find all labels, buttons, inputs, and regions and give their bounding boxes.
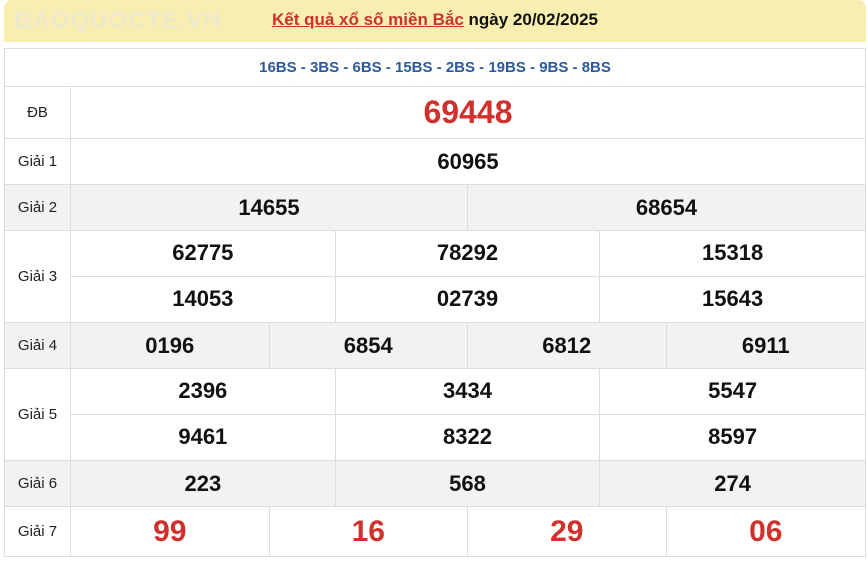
- prize-number: 568: [336, 461, 601, 506]
- prize-label: Giải 1: [5, 139, 71, 184]
- prize-number: 8322: [336, 414, 601, 460]
- prize-number: 68654: [635, 194, 698, 220]
- prize-number: 14053: [71, 276, 336, 322]
- prize-label: Giải 6: [5, 461, 71, 506]
- prize-row: Giải 7 99 16 29 06: [4, 507, 866, 557]
- prize-number: 14655: [71, 185, 468, 230]
- prize-row: Giải 1 60965: [4, 139, 866, 185]
- prize-row: Giải 2 14655 68654: [4, 185, 866, 231]
- prize-number: 15318: [600, 231, 865, 277]
- prize-number: 16: [270, 507, 468, 556]
- results-title: Kết quả xổ số miền Bắc ngày 20/02/2025: [4, 0, 866, 42]
- prize-label: Giải 7: [5, 507, 71, 556]
- prize-number: 29: [468, 507, 667, 556]
- results-link[interactable]: Kết quả xổ số miền Bắc: [272, 10, 464, 29]
- prize-number: 6812: [468, 323, 667, 368]
- prize-number: 8597: [708, 424, 758, 450]
- prize-number: 3434: [335, 369, 601, 415]
- prize-number: 2396: [71, 369, 336, 415]
- special-codes: 16BS - 3BS - 6BS - 15BS - 2BS - 19BS - 9…: [4, 48, 866, 87]
- prize-row: ĐB 69448: [4, 86, 866, 139]
- watermark: BAOQUOCTE.VN: [14, 7, 223, 34]
- prize-row: Giải 3 62775 78292 15318 14053 02739 15643: [4, 231, 866, 323]
- results-date: ngày 20/02/2025: [463, 10, 599, 29]
- prize-number: 15643: [702, 286, 764, 312]
- prize-label: Giải 5: [5, 369, 71, 460]
- prize-number: 6854: [270, 323, 468, 368]
- prize-label: ĐB: [5, 86, 71, 138]
- prize-number: 5547: [600, 369, 865, 415]
- prize-number: 62775: [71, 231, 336, 277]
- prize-number: 9461: [71, 414, 336, 460]
- prize-number: 99: [71, 507, 270, 556]
- prize-label: Giải 3: [5, 231, 71, 322]
- prize-number: 0196: [71, 323, 270, 368]
- prize-number: 6911: [741, 332, 790, 358]
- prize-row: Giải 5 2396 3434 5547 9461 8322 8597: [4, 369, 866, 461]
- prize-row: Giải 6 223 568 274: [4, 461, 866, 507]
- prize-number: 274: [714, 470, 751, 496]
- prize-number: 223: [71, 461, 336, 506]
- prize-row: Giải 4 0196 6854 6812 6911: [4, 323, 866, 369]
- prize-label: Giải 2: [5, 185, 71, 230]
- prize-number: 60965: [437, 148, 499, 174]
- prize-number: 02739: [336, 276, 601, 322]
- prize-label: Giải 4: [5, 323, 71, 368]
- prize-number: 69448: [423, 93, 513, 130]
- prize-number: 06: [749, 514, 783, 548]
- prize-number: 78292: [335, 231, 601, 277]
